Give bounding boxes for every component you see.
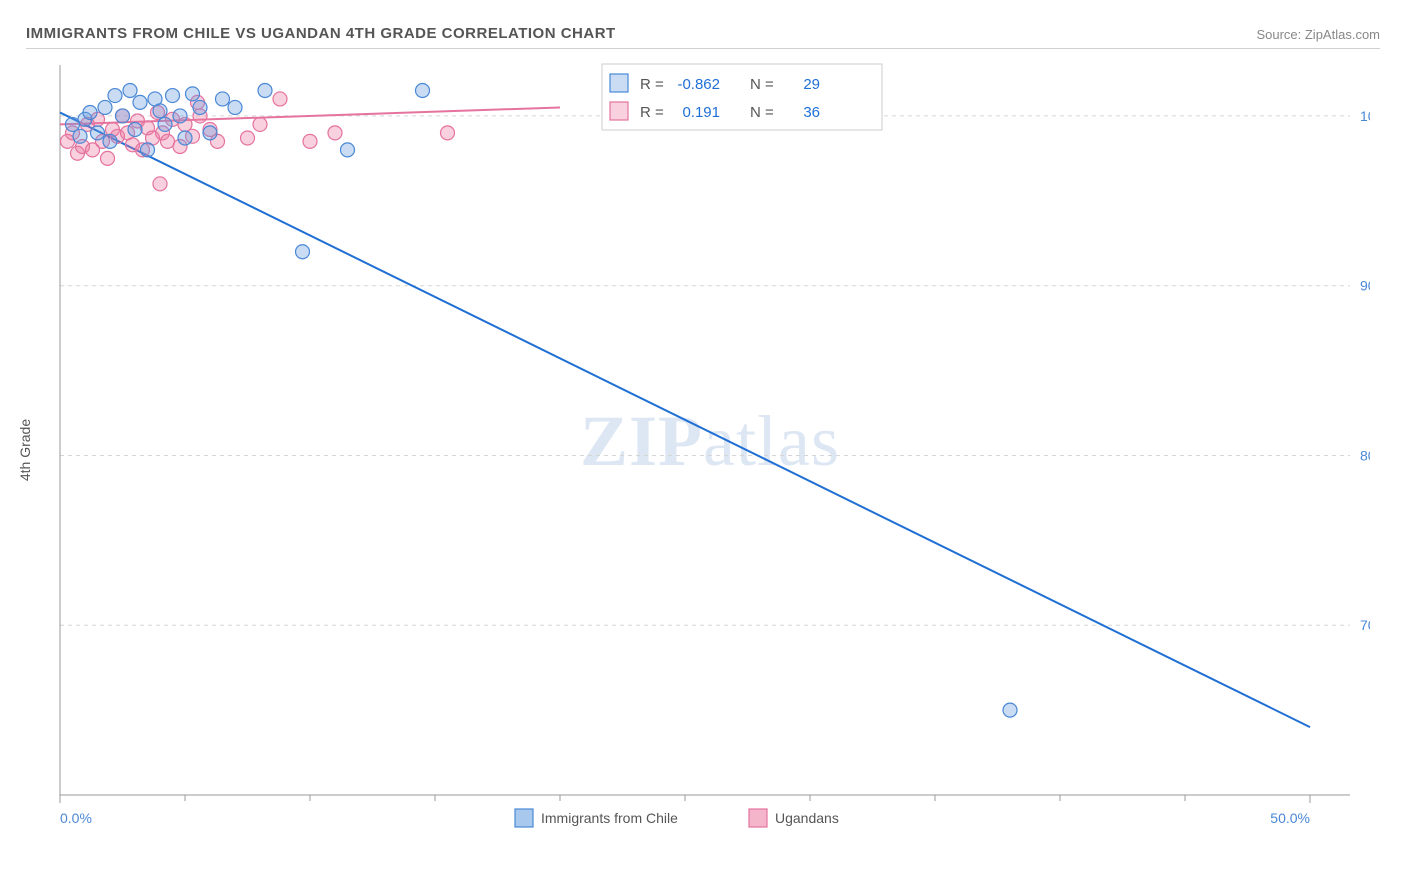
data-point <box>341 143 355 157</box>
y-tick-label: 100.0% <box>1360 108 1370 124</box>
chart-area: 4th Grade ZIPatlas 70.0%80.0%90.0%100.0%… <box>50 55 1370 845</box>
source-attribution: Source: ZipAtlas.com <box>1256 27 1380 42</box>
data-point <box>128 123 142 137</box>
data-point <box>186 87 200 101</box>
data-point <box>241 131 255 145</box>
data-point <box>101 151 115 165</box>
data-point <box>441 126 455 140</box>
data-point <box>166 89 180 103</box>
data-point <box>178 131 192 145</box>
y-axis-label: 4th Grade <box>17 419 33 481</box>
bottom-legend-swatch <box>749 809 767 827</box>
data-point <box>216 92 230 106</box>
y-tick-label: 80.0% <box>1360 447 1370 463</box>
correlation-legend: R = -0.862 N = 29 R = 0.191 N = 36 <box>602 64 882 130</box>
data-point <box>153 104 167 118</box>
legend-swatch <box>610 74 628 92</box>
x-tick-label: 50.0% <box>1270 810 1310 826</box>
data-point <box>296 245 310 259</box>
data-point <box>158 117 172 131</box>
data-point <box>98 100 112 114</box>
data-point <box>203 126 217 140</box>
legend-n-value: 36 <box>803 104 820 121</box>
legend-r-label: R = <box>640 76 664 93</box>
y-tick-label: 70.0% <box>1360 617 1370 633</box>
legend-swatch <box>610 102 628 120</box>
scatter-chart-svg: 70.0% 80.0% 90.0% 100.0% 0.0% 50.0% R = -0.862 N… <box>50 55 1370 845</box>
data-point <box>133 95 147 109</box>
legend-n-value: 29 <box>803 76 820 93</box>
data-point <box>273 92 287 106</box>
data-point <box>108 89 122 103</box>
data-point <box>1003 703 1017 717</box>
header-bar: IMMIGRANTS FROM CHILE VS UGANDAN 4TH GRA… <box>26 18 1380 49</box>
data-point <box>253 117 267 131</box>
data-point <box>141 143 155 157</box>
data-point <box>91 126 105 140</box>
trend-line <box>60 113 1310 728</box>
data-point <box>103 134 117 148</box>
data-point <box>303 134 317 148</box>
data-point <box>73 129 87 143</box>
data-point <box>83 106 97 120</box>
data-point <box>416 83 430 97</box>
data-point <box>258 83 272 97</box>
data-point <box>328 126 342 140</box>
y-tick-label: 90.0% <box>1360 278 1370 294</box>
legend-n-label: N = <box>750 104 774 121</box>
data-point <box>153 177 167 191</box>
data-point <box>161 134 175 148</box>
data-point <box>173 109 187 123</box>
data-point <box>193 100 207 114</box>
x-tick-label: 0.0% <box>60 810 92 826</box>
data-point <box>116 109 130 123</box>
chart-container: IMMIGRANTS FROM CHILE VS UGANDAN 4TH GRA… <box>0 0 1406 892</box>
legend-r-value: 0.191 <box>682 104 720 121</box>
legend-n-label: N = <box>750 76 774 93</box>
data-point <box>228 100 242 114</box>
chart-title: IMMIGRANTS FROM CHILE VS UGANDAN 4TH GRA… <box>26 25 616 42</box>
data-point <box>123 83 137 97</box>
bottom-legend-label: Ugandans <box>775 810 839 826</box>
legend-r-label: R = <box>640 104 664 121</box>
bottom-legend-label: Immigrants from Chile <box>541 810 678 826</box>
legend-r-value: -0.862 <box>677 76 720 93</box>
bottom-legend-swatch <box>515 809 533 827</box>
